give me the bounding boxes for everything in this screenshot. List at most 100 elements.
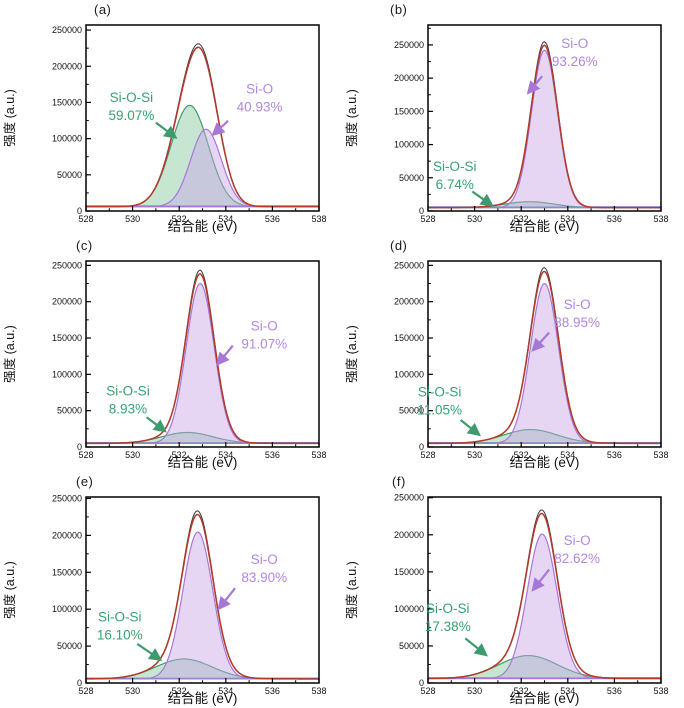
svg-text:100000: 100000 bbox=[394, 604, 424, 614]
panel-c-chart: 528 530 532 534 536 538 0 50000 100000 150000 2000… bbox=[2, 260, 327, 470]
svg-text:100000: 100000 bbox=[394, 369, 424, 379]
svg-text:200000: 200000 bbox=[394, 530, 424, 540]
svg-text:250000: 250000 bbox=[52, 25, 82, 35]
svg-text:530: 530 bbox=[467, 686, 482, 696]
svg-text:534: 534 bbox=[560, 450, 575, 460]
svg-text:强度 (a.u.): 强度 (a.u.) bbox=[344, 89, 359, 147]
svg-text:50000: 50000 bbox=[399, 641, 424, 651]
panel-a: (a) 528 530 532 534 536 538 0 50000 100000 150000… bbox=[0, 0, 342, 236]
svg-text:93.26%: 93.26% bbox=[552, 54, 598, 69]
svg-text:Si-O: Si-O bbox=[564, 297, 591, 312]
svg-text:534: 534 bbox=[218, 450, 233, 460]
svg-text:150000: 150000 bbox=[52, 333, 82, 343]
svg-text:100000: 100000 bbox=[52, 369, 82, 379]
svg-text:结合能 (eV): 结合能 (eV) bbox=[510, 691, 580, 706]
svg-text:强度 (a.u.): 强度 (a.u.) bbox=[344, 325, 359, 383]
panel-e-chart: 528 530 532 534 536 538 0 50000 100000 150000 2000… bbox=[2, 493, 327, 706]
svg-text:250000: 250000 bbox=[394, 260, 424, 270]
svg-text:6.74%: 6.74% bbox=[436, 177, 474, 192]
svg-text:88.95%: 88.95% bbox=[554, 315, 600, 330]
svg-text:536: 536 bbox=[607, 686, 622, 696]
svg-text:532: 532 bbox=[514, 450, 529, 460]
panel-f: (f) 528 530 532 534 536 538 0 50000 100000 150000… bbox=[342, 472, 684, 708]
svg-text:534: 534 bbox=[560, 686, 575, 696]
svg-text:0: 0 bbox=[419, 678, 424, 688]
svg-text:结合能 (eV): 结合能 (eV) bbox=[168, 455, 238, 470]
svg-text:532: 532 bbox=[172, 450, 187, 460]
svg-text:0: 0 bbox=[419, 206, 424, 216]
svg-text:530: 530 bbox=[125, 450, 140, 460]
svg-text:534: 534 bbox=[560, 214, 575, 224]
svg-text:83.90%: 83.90% bbox=[241, 570, 287, 585]
svg-text:50000: 50000 bbox=[57, 406, 82, 416]
svg-text:91.07%: 91.07% bbox=[241, 337, 287, 352]
svg-text:16.10%: 16.10% bbox=[97, 627, 143, 642]
panel-d-tag: (d) bbox=[390, 238, 408, 253]
svg-text:530: 530 bbox=[125, 214, 140, 224]
panel-e: (e) 528 530 532 534 536 538 0 50000 100000 150000… bbox=[0, 472, 342, 708]
svg-text:Si-O: Si-O bbox=[251, 319, 278, 334]
svg-text:538: 538 bbox=[653, 450, 668, 460]
svg-text:532: 532 bbox=[172, 214, 187, 224]
svg-text:528: 528 bbox=[420, 686, 435, 696]
panel-f-chart: 528 530 532 534 536 538 0 50000 100000 150000 2000… bbox=[344, 493, 669, 706]
panel-a-chart: 528 530 532 534 536 538 0 50000 100000 150000 2000… bbox=[2, 24, 327, 234]
svg-text:Si-O: Si-O bbox=[246, 82, 273, 97]
svg-text:Si-O-Si: Si-O-Si bbox=[106, 384, 150, 399]
svg-text:528: 528 bbox=[78, 450, 93, 460]
panel-c: (c) 528 530 532 534 536 538 0 50000 100000 150000… bbox=[0, 236, 342, 472]
svg-text:Si-O-Si: Si-O-Si bbox=[418, 385, 462, 400]
svg-text:Si-O-Si: Si-O-Si bbox=[426, 601, 470, 616]
svg-text:200000: 200000 bbox=[394, 297, 424, 307]
svg-text:0: 0 bbox=[77, 442, 82, 452]
svg-text:Si-O-Si: Si-O-Si bbox=[433, 159, 477, 174]
panel-b: (b) 528 530 532 534 536 538 0 50000 100000 150000… bbox=[342, 0, 684, 236]
svg-text:530: 530 bbox=[467, 214, 482, 224]
svg-text:100000: 100000 bbox=[52, 604, 82, 614]
panel-e-tag: (e) bbox=[76, 474, 94, 489]
svg-text:82.62%: 82.62% bbox=[554, 551, 600, 566]
svg-text:50000: 50000 bbox=[399, 406, 424, 416]
svg-text:250000: 250000 bbox=[52, 493, 82, 503]
svg-text:150000: 150000 bbox=[52, 97, 82, 107]
svg-text:528: 528 bbox=[420, 214, 435, 224]
svg-text:150000: 150000 bbox=[52, 567, 82, 577]
svg-text:538: 538 bbox=[311, 214, 326, 224]
panel-b-chart: 528 530 532 534 536 538 0 50000 100000 150000 2000… bbox=[344, 24, 669, 234]
panel-c-tag: (c) bbox=[76, 238, 93, 253]
svg-text:Si-O-Si: Si-O-Si bbox=[110, 90, 154, 105]
svg-text:528: 528 bbox=[78, 686, 93, 696]
svg-text:528: 528 bbox=[420, 450, 435, 460]
svg-text:强度 (a.u.): 强度 (a.u.) bbox=[344, 561, 359, 619]
svg-text:536: 536 bbox=[265, 450, 280, 460]
svg-text:强度 (a.u.): 强度 (a.u.) bbox=[2, 325, 17, 383]
svg-text:200000: 200000 bbox=[52, 61, 82, 71]
svg-text:538: 538 bbox=[653, 686, 668, 696]
svg-text:0: 0 bbox=[77, 678, 82, 688]
svg-text:0: 0 bbox=[419, 442, 424, 452]
panel-a-tag: (a) bbox=[94, 2, 112, 17]
svg-text:50000: 50000 bbox=[57, 170, 82, 180]
svg-text:150000: 150000 bbox=[394, 567, 424, 577]
svg-text:40.93%: 40.93% bbox=[237, 100, 283, 115]
svg-text:强度 (a.u.): 强度 (a.u.) bbox=[2, 89, 17, 147]
svg-text:532: 532 bbox=[514, 214, 529, 224]
svg-text:528: 528 bbox=[78, 214, 93, 224]
svg-text:532: 532 bbox=[172, 686, 187, 696]
svg-text:536: 536 bbox=[265, 214, 280, 224]
svg-text:59.07%: 59.07% bbox=[109, 108, 155, 123]
svg-text:200000: 200000 bbox=[394, 73, 424, 83]
svg-text:结合能 (eV): 结合能 (eV) bbox=[510, 455, 580, 470]
svg-text:536: 536 bbox=[607, 214, 622, 224]
svg-text:538: 538 bbox=[311, 450, 326, 460]
svg-text:结合能 (eV): 结合能 (eV) bbox=[168, 691, 238, 706]
svg-text:0: 0 bbox=[77, 206, 82, 216]
panel-d: (d) 528 530 532 534 536 538 0 50000 100000 150000… bbox=[342, 236, 684, 472]
svg-text:538: 538 bbox=[653, 214, 668, 224]
svg-text:250000: 250000 bbox=[394, 493, 424, 503]
svg-text:Si-O: Si-O bbox=[251, 552, 278, 567]
panel-b-tag: (b) bbox=[390, 2, 408, 17]
svg-text:50000: 50000 bbox=[57, 641, 82, 651]
svg-text:250000: 250000 bbox=[52, 260, 82, 270]
